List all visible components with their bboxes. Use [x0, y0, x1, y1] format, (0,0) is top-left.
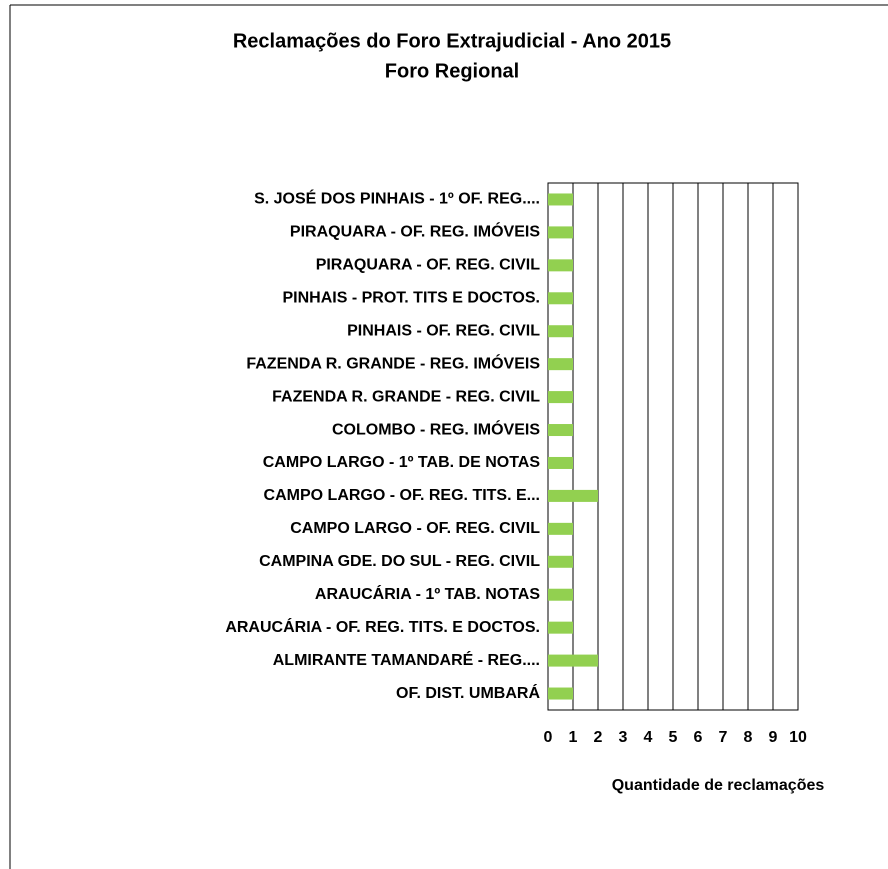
- chart-title: Reclamações do Foro Extrajudicial - Ano …: [233, 30, 671, 52]
- bar: [548, 456, 573, 469]
- y-tick-label: ALMIRANTE TAMANDARÉ - REG....: [273, 650, 540, 669]
- y-tick-label: CAMPINA GDE. DO SUL - REG. CIVIL: [259, 553, 540, 570]
- bar: [548, 325, 573, 338]
- y-tick-label: COLOMBO - REG. IMÓVEIS: [332, 419, 540, 438]
- y-tick-label: PIRAQUARA - OF. REG. IMÓVEIS: [290, 222, 540, 241]
- bar: [548, 193, 573, 206]
- bar: [548, 654, 598, 667]
- x-tick-label: 3: [619, 729, 628, 746]
- bar: [548, 489, 598, 502]
- x-axis-title: Quantidade de reclamações: [612, 777, 825, 794]
- bar: [548, 226, 573, 239]
- x-tick-label: 2: [594, 729, 603, 746]
- bar: [548, 588, 573, 601]
- bar: [548, 687, 573, 700]
- x-tick-label: 8: [744, 729, 753, 746]
- bar: [548, 424, 573, 437]
- bar: [548, 555, 573, 568]
- y-tick-label: FAZENDA R. GRANDE - REG. IMÓVEIS: [246, 353, 540, 372]
- y-tick-label: PIRAQUARA - OF. REG. CIVIL: [316, 257, 541, 274]
- bar: [548, 522, 573, 535]
- x-tick-label: 0: [544, 729, 553, 746]
- x-tick-label: 10: [789, 729, 807, 746]
- y-tick-label: CAMPO LARGO - OF. REG. TITS. E...: [264, 487, 540, 504]
- bar: [548, 621, 573, 634]
- y-tick-label: FAZENDA R. GRANDE - REG. CIVIL: [272, 388, 540, 405]
- chart-subtitle: Foro Regional: [385, 60, 519, 82]
- x-tick-label: 1: [569, 729, 578, 746]
- x-tick-label: 5: [669, 729, 678, 746]
- x-tick-label: 4: [644, 729, 653, 746]
- y-tick-label: PINHAIS - PROT. TITS E DOCTOS.: [282, 290, 540, 307]
- y-tick-label: OF. DIST. UMBARÁ: [396, 683, 540, 702]
- bar: [548, 391, 573, 404]
- y-tick-label: CAMPO LARGO - OF. REG. CIVIL: [290, 520, 540, 537]
- y-tick-label: ARAUCÁRIA - OF. REG. TITS. E DOCTOS.: [225, 617, 540, 636]
- y-tick-label: S. JOSÉ DOS PINHAIS - 1º OF. REG....: [254, 189, 540, 208]
- x-tick-label: 6: [694, 729, 703, 746]
- y-tick-label: PINHAIS - OF. REG. CIVIL: [347, 322, 540, 339]
- bar: [548, 358, 573, 371]
- y-tick-label: ARAUCÁRIA - 1º TAB. NOTAS: [315, 584, 540, 603]
- y-tick-label: CAMPO LARGO - 1º TAB. DE NOTAS: [263, 454, 541, 471]
- x-tick-label: 7: [719, 729, 728, 746]
- bar: [548, 259, 573, 272]
- bar: [548, 292, 573, 305]
- x-tick-label: 9: [769, 729, 778, 746]
